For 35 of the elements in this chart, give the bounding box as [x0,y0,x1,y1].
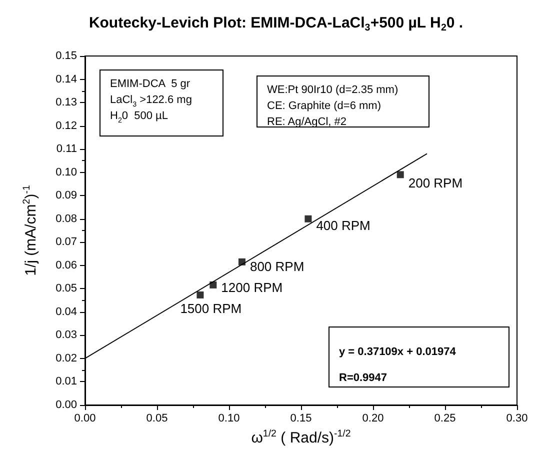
y-tick-label: 0.11 [56,143,77,156]
x-tick-label: 0.25 [434,412,456,424]
annotation: WE:Pt 90Ir10 (d=2.35 mm) CE: Graphite (d=6 mm) RE: Ag/AgCl, #2 [267,84,398,128]
y-tick-label: 0.14 [56,73,77,86]
y-tick-label: 0.04 [56,306,77,318]
annotation: 400 RPM [316,218,370,233]
y-tick-label: 0.07 [56,236,77,248]
y-tick-label: 0.15 [56,50,77,62]
x-tick-label: 0.00 [74,412,96,424]
y-tick-label: 0.12 [56,120,77,132]
point [196,291,204,298]
x-tick-label: 0.05 [146,412,168,424]
y-tick-label: 0.10 [56,166,77,178]
y-tick-label: 0.02 [56,352,77,364]
y-tick-label: 0.08 [56,212,77,225]
point [210,281,217,288]
y-tick-label: 0.09 [56,190,77,202]
y-tick-label: 0.05 [56,282,77,295]
text: y = 0.37109x + 0.01974 R=0.9947 [339,346,456,384]
annotation: 1200 RPM [221,280,283,295]
y-axis-title: 1/j (mA/cm2)-1 [22,185,40,276]
annotation: 200 RPM [408,176,463,191]
x-tick-label: 0.30 [506,412,528,424]
annotation: 1500 RPM [180,300,242,316]
y-tick-label: 0.00 [56,399,77,411]
point [396,171,404,178]
annotation: 800 RPM [250,258,304,274]
y-tick-label: 0.01 [56,376,77,388]
y-tick-label: 0.06 [56,259,77,272]
point [304,215,312,222]
x-tick-label: 0.20 [362,412,384,424]
y-tick-label: 0.13 [56,96,77,109]
y-tick-label: 0.03 [56,329,77,342]
x-tick-label: 0.15 [290,412,312,424]
x-tick-label: 0.10 [218,412,240,424]
